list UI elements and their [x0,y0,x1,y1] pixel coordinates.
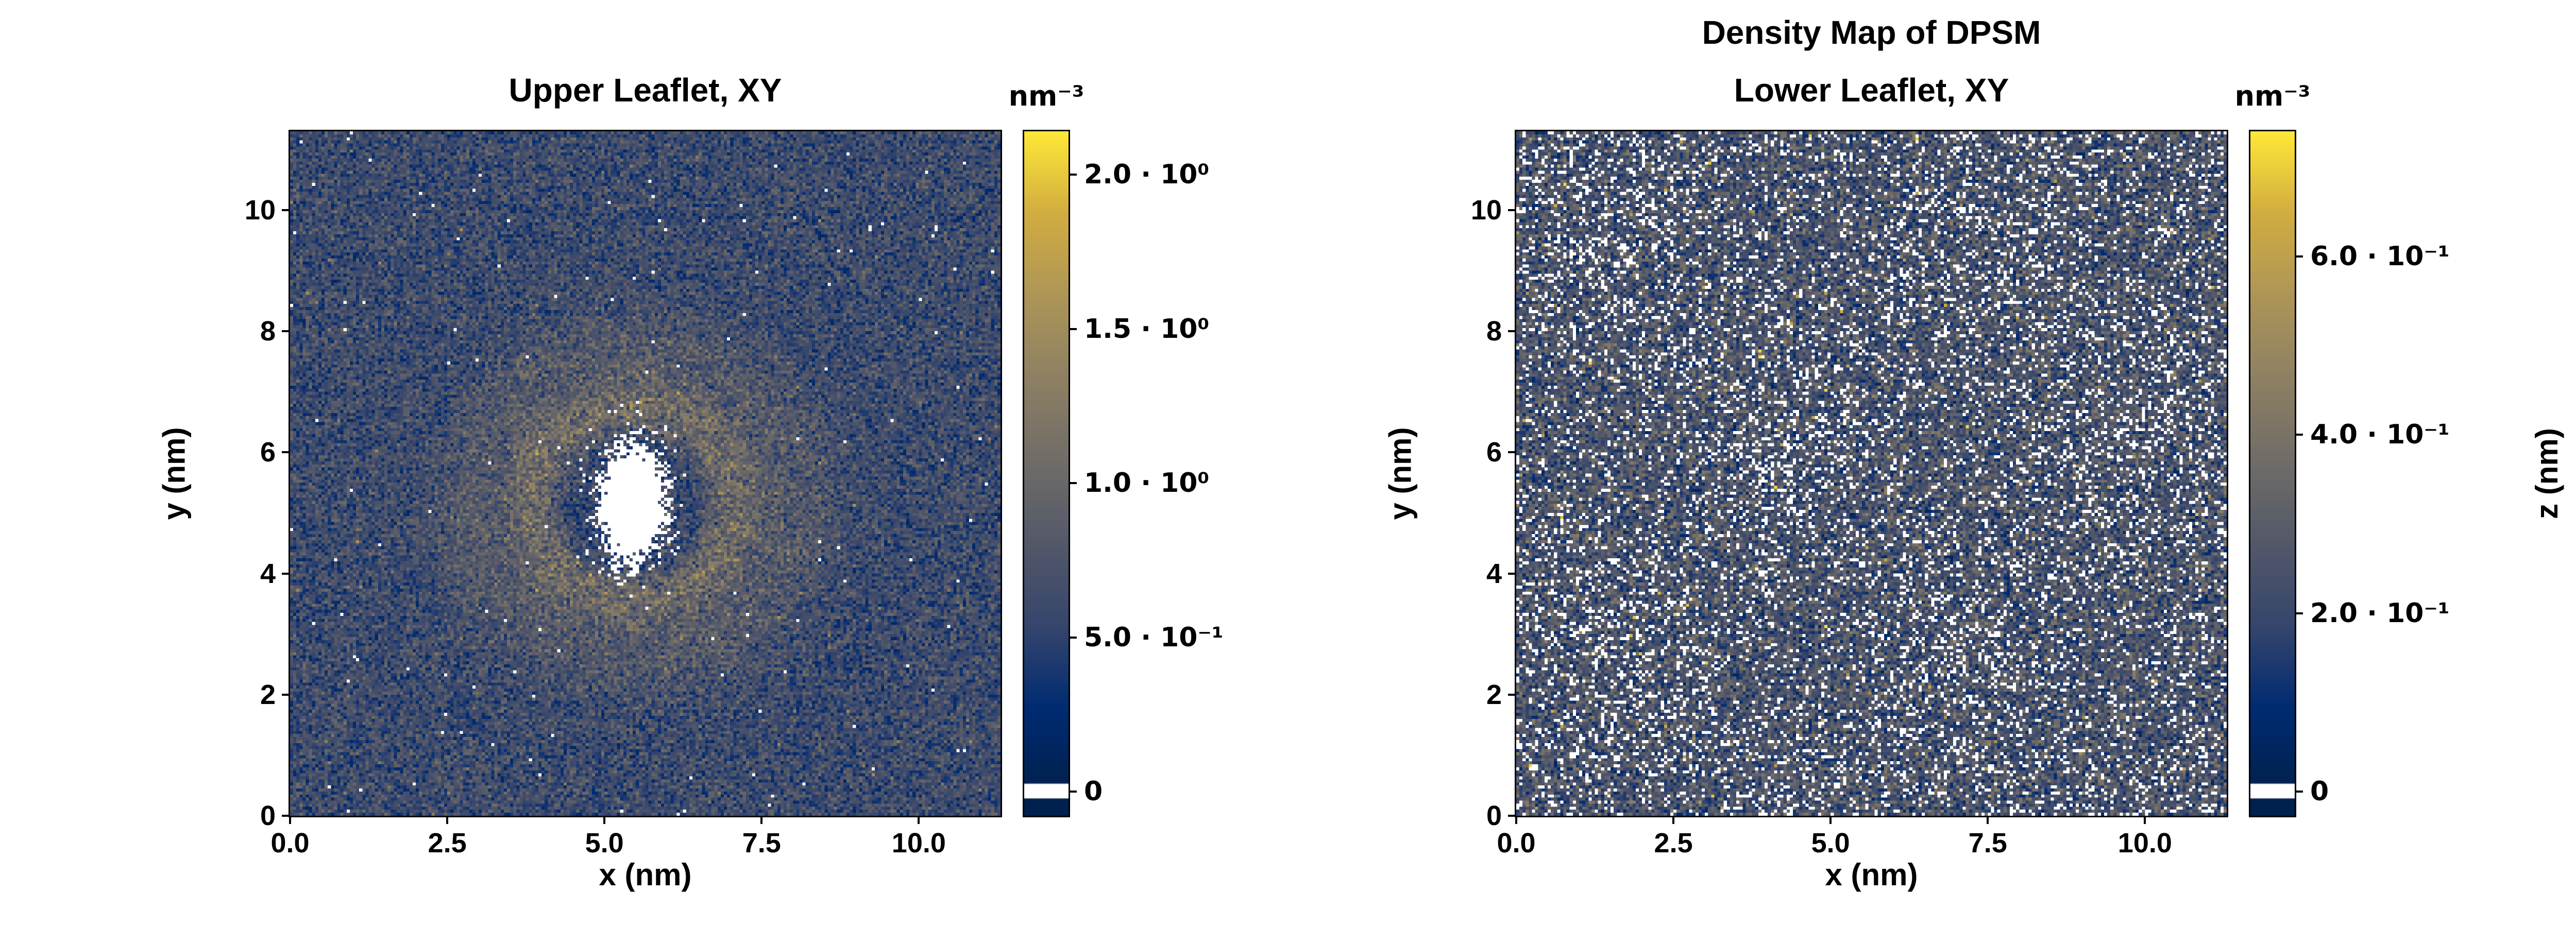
figure-suptitle: Density Map of DPSM [1702,14,2041,51]
x-tick-mark [289,816,291,824]
x-tick-mark [603,816,606,824]
y-tick-label: 4 [1486,558,1502,589]
x-tick-label: 0.0 [270,828,310,859]
y-tick-label: 10 [244,194,276,226]
colorbar-tick-label: 0 [2310,776,2329,808]
colorbar-tick-mark [2295,612,2303,614]
x-tick-label: 0.0 [1497,828,1536,859]
y-tick-label: 6 [1486,437,1502,468]
y-tick-label: 10 [1470,194,1502,226]
panel-0-title: Upper Leaflet, XY [509,72,782,109]
y-tick-mark [282,451,290,454]
colorbar-tick-label: 1.0 · 10⁰ [1084,468,1210,499]
panel-0-x-axis-label: x (nm) [599,857,692,892]
panel-1-plot: 0.0 2.5 5.0 7.5 10.0 0 2 4 6 8 10 x (nm) y (nm) [1383,130,2228,892]
y-tick-mark [1508,209,1516,211]
panel-1-y-axis-label-text: y (nm) [1383,427,1418,520]
y-tick-mark [1508,693,1516,696]
colorbar-tick-label: 0 [1084,776,1103,808]
y-tick-mark [282,693,290,696]
y-tick-label: 0 [260,800,276,831]
colorbar-tick-label: 6.0 · 10⁻¹ [2310,241,2450,272]
x-tick-mark [446,816,449,824]
panel-1-x-axis: 0.0 2.5 5.0 7.5 10.0 [1497,131,2227,859]
panel-0-y-axis-label: y (nm) [156,131,192,816]
y-tick-mark [1508,572,1516,575]
panel-1-y-axis: 0 2 4 6 8 10 [1471,131,2227,831]
y-tick-mark [1508,451,1516,454]
colorbar-tick-label: 2.0 · 10⁻¹ [2310,597,2450,629]
y-tick-label: 2 [1486,679,1502,710]
y-tick-mark [282,330,290,333]
panel-0-colorbar-title: nm⁻³ [1008,80,1084,112]
x-tick-label: 2.5 [428,828,467,859]
y-tick-label: 0 [1486,800,1502,831]
colorbar-tick-mark [1069,482,1077,485]
x-tick-mark [1672,816,1675,824]
panel-0-colorbar-gradient [1024,131,1069,816]
panel-1-x-axis-label: x (nm) [1825,857,1918,892]
x-tick-label: 5.0 [585,828,624,859]
panel-1-colorbar-ticks: 0 2.0 · 10⁻¹ 4.0 · 10⁻¹ 6.0 · 10⁻¹ [2250,131,2450,816]
panel-1-title: Lower Leaflet, XY [1734,72,2009,109]
panel-0-colorbar-ticks: 0 5.0 · 10⁻¹ 1.0 · 10⁰ 1.5 · 10⁰ 2.0 · 10⁰ [1024,131,1224,816]
x-tick-label: 2.5 [1654,828,1693,859]
colorbar-tick-mark [1069,328,1077,330]
colorbar-tick-mark [1069,636,1077,639]
panel-0-heatmap [290,131,1001,816]
panel-1-heatmap [1516,131,2227,816]
colorbar-tick-mark [2295,791,2303,793]
y-tick-label: 4 [260,558,276,589]
x-tick-label: 10.0 [891,828,946,859]
x-tick-mark [1987,816,1989,824]
x-tick-label: 7.5 [1968,828,2007,859]
colorbar-tick-label: 5.0 · 10⁻¹ [1084,622,1224,653]
y-tick-label: 8 [1486,316,1502,347]
panel-1-colorbar-gradient [2250,131,2295,816]
x-tick-label: 7.5 [742,828,781,859]
colorbar-tick-label: 2.0 · 10⁰ [1084,159,1210,190]
y-tick-mark [1508,330,1516,333]
panel-2-y-axis-label-text: z (nm) [2529,428,2564,519]
colorbar-tick-label: 4.0 · 10⁻¹ [2310,419,2450,451]
x-tick-mark [1829,816,1832,824]
y-tick-label: 8 [260,316,276,347]
colorbar-tick-mark [1069,173,1077,176]
panel-0-plot: 0.0 2.5 5.0 7.5 10.0 0 2 4 6 8 10 x (nm) y (nm) [157,130,1002,892]
x-tick-label: 10.0 [2117,828,2172,859]
colorbar-tick-mark [2295,434,2303,436]
colorbar-tick-label: 1.5 · 10⁰ [1084,313,1210,345]
panel-1-colorbar-title: nm⁻³ [2234,80,2311,112]
panel-1-colorbar: nm⁻³ 0 2.0 · 10⁻¹ 4.0 · 10⁻¹ 6.0 · 10⁻¹ [2235,80,2450,817]
panel-0-colorbar: nm⁻³ 0 5.0 · 10⁻¹ 1.0 · 10⁰ 1.5 · 10⁰ 2.0 · … [1009,80,1224,817]
panel-0-y-axis: 0 2 4 6 8 10 [245,131,1001,831]
colorbar-tick-mark [2295,255,2303,258]
panel-0-y-axis-label-text: y (nm) [157,427,192,520]
y-tick-label: 6 [260,437,276,468]
y-tick-mark [1508,815,1516,817]
panel-2-y-axis-label: z (nm) [2529,131,2565,816]
y-tick-mark [282,209,290,211]
y-tick-mark [282,815,290,817]
x-tick-mark [2144,816,2146,824]
x-tick-mark [760,816,763,824]
x-tick-mark [1515,816,1517,824]
x-tick-mark [918,816,920,824]
y-tick-mark [282,572,290,575]
panel-0-x-axis: 0.0 2.5 5.0 7.5 10.0 [270,131,1001,859]
panel-1-y-axis-label: y (nm) [1382,131,1418,816]
x-tick-label: 5.0 [1811,828,1850,859]
y-tick-label: 2 [260,679,276,710]
colorbar-tick-mark [1069,791,1077,793]
